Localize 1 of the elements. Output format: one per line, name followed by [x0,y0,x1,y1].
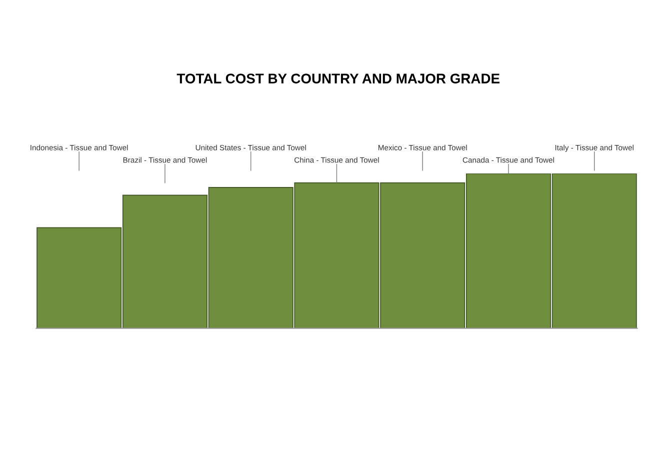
chart-title: TOTAL COST BY COUNTRY AND MAJOR GRADE [176,74,500,84]
